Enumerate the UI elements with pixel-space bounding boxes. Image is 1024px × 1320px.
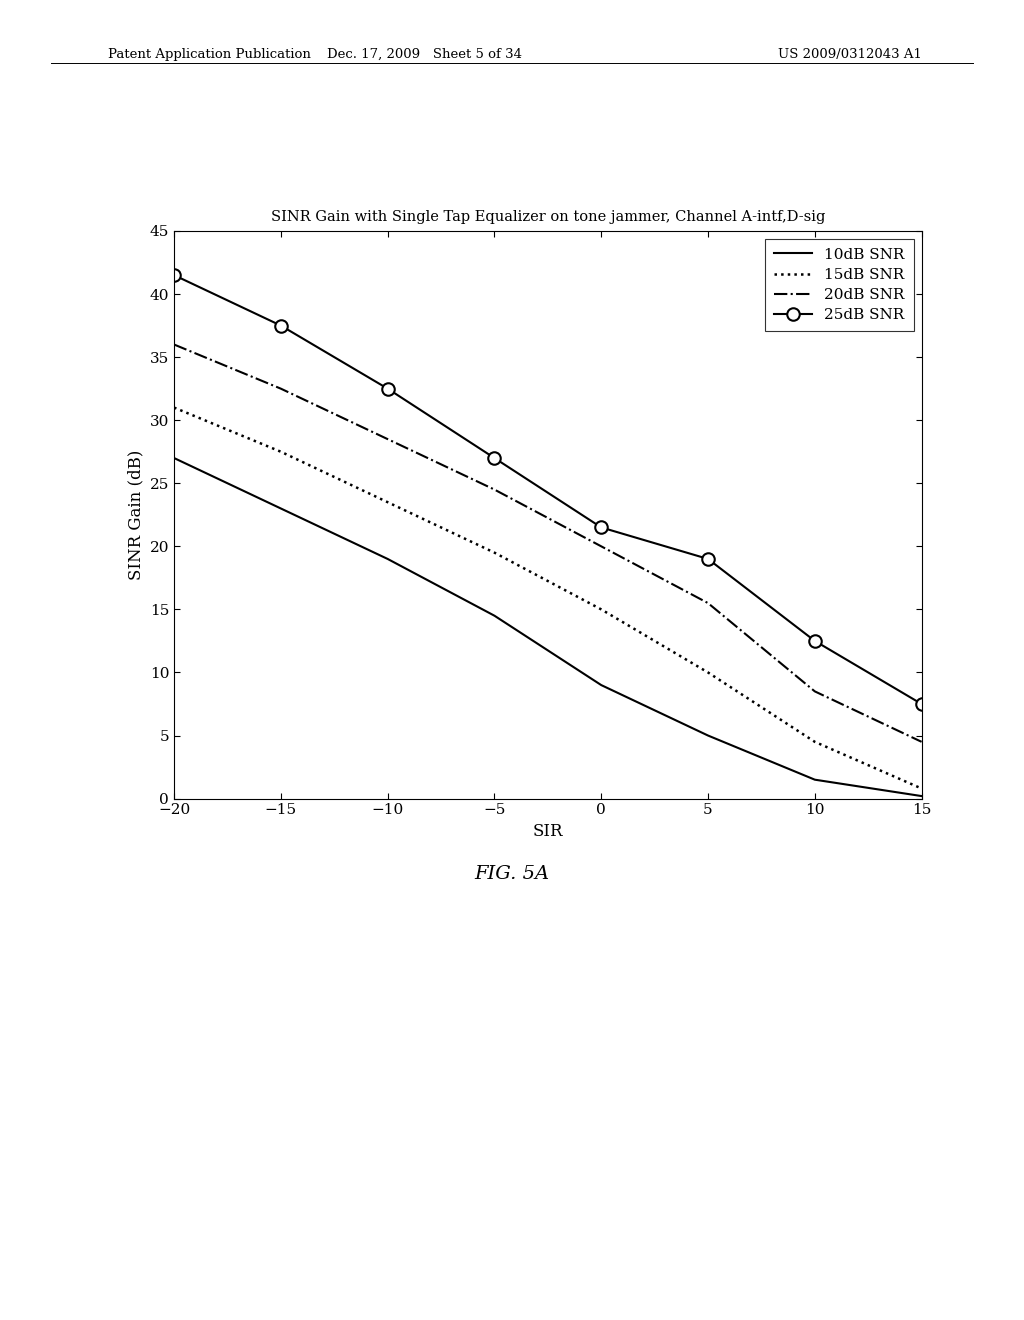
20dB SNR	[809, 684, 821, 700]
20dB SNR	[701, 595, 714, 611]
Title: SINR Gain with Single Tap Equalizer on tone jammer, Channel A-intf,D-sig: SINR Gain with Single Tap Equalizer on t…	[270, 210, 825, 224]
15dB SNR	[809, 734, 821, 750]
25dB SNR	[701, 550, 714, 566]
20dB SNR	[168, 337, 180, 352]
Text: FIG. 5A: FIG. 5A	[474, 865, 550, 883]
Line: 10dB SNR: 10dB SNR	[174, 458, 922, 796]
10dB SNR	[595, 677, 607, 693]
15dB SNR	[488, 545, 501, 561]
25dB SNR	[595, 520, 607, 536]
Line: 25dB SNR: 25dB SNR	[168, 269, 928, 710]
15dB SNR	[595, 602, 607, 618]
Line: 20dB SNR: 20dB SNR	[174, 345, 922, 742]
10dB SNR	[274, 500, 287, 516]
20dB SNR	[274, 380, 287, 396]
25dB SNR	[488, 450, 501, 466]
10dB SNR	[488, 607, 501, 623]
20dB SNR	[915, 734, 928, 750]
X-axis label: SIR: SIR	[532, 822, 563, 840]
20dB SNR	[488, 482, 501, 498]
20dB SNR	[595, 539, 607, 554]
25dB SNR	[809, 634, 821, 649]
Y-axis label: SINR Gain (dB): SINR Gain (dB)	[127, 450, 144, 579]
25dB SNR	[274, 318, 287, 334]
Legend: 10dB SNR, 15dB SNR, 20dB SNR, 25dB SNR: 10dB SNR, 15dB SNR, 20dB SNR, 25dB SNR	[765, 239, 914, 331]
15dB SNR	[382, 494, 394, 510]
15dB SNR	[168, 400, 180, 416]
15dB SNR	[274, 444, 287, 459]
Text: Dec. 17, 2009   Sheet 5 of 34: Dec. 17, 2009 Sheet 5 of 34	[328, 48, 522, 61]
20dB SNR	[382, 432, 394, 447]
10dB SNR	[382, 550, 394, 566]
Text: Patent Application Publication: Patent Application Publication	[108, 48, 310, 61]
10dB SNR	[168, 450, 180, 466]
25dB SNR	[915, 696, 928, 711]
10dB SNR	[701, 727, 714, 743]
Text: US 2009/0312043 A1: US 2009/0312043 A1	[778, 48, 923, 61]
25dB SNR	[168, 267, 180, 282]
15dB SNR	[915, 780, 928, 796]
10dB SNR	[809, 772, 821, 788]
25dB SNR	[382, 380, 394, 396]
Line: 15dB SNR: 15dB SNR	[174, 408, 922, 788]
15dB SNR	[701, 664, 714, 680]
10dB SNR	[915, 788, 928, 804]
